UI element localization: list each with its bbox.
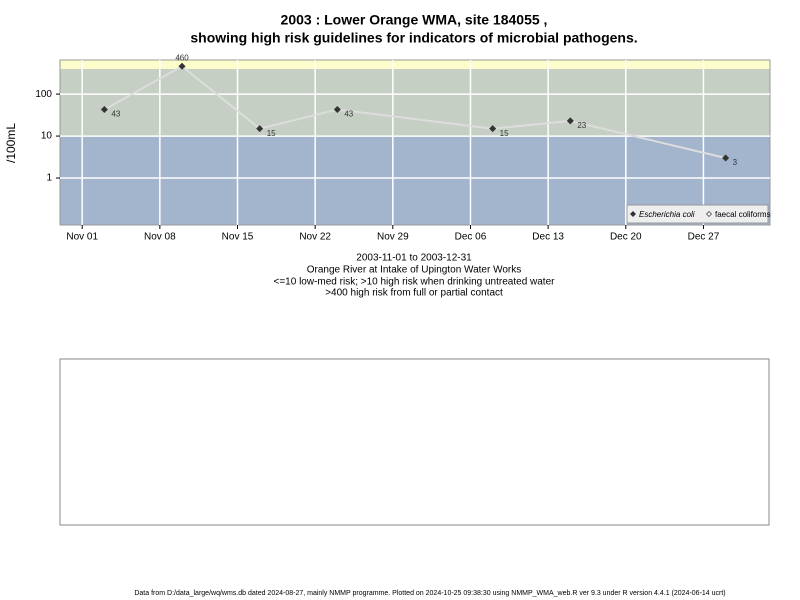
x-tick-label: Nov 29 (377, 232, 409, 243)
value-label: 15 (267, 129, 276, 138)
risk-band (60, 60, 770, 69)
subtitle: Orange River at Intake of Upington Water… (307, 265, 522, 276)
value-label: 43 (111, 110, 120, 119)
data-point (722, 154, 730, 162)
data-point (333, 105, 341, 113)
value-label: 15 (500, 129, 509, 138)
x-tick-label: Nov 01 (66, 232, 98, 243)
x-tick-label: Dec 20 (610, 232, 642, 243)
chart-title: showing high risk guidelines for indicat… (190, 30, 637, 46)
y-tick-label: 10 (41, 131, 53, 142)
plot-frame (59, 59, 771, 226)
legend-label: Escherichia coli (639, 210, 695, 219)
legend-marker (630, 211, 636, 217)
subtitle: 2003-11-01 to 2003-12-31 (356, 253, 472, 264)
legend-label: faecal coliforms (715, 210, 771, 219)
data-point (256, 125, 264, 133)
data-point (178, 62, 186, 70)
data-point (489, 125, 497, 133)
x-tick-label: Nov 15 (222, 232, 254, 243)
value-label: 43 (344, 110, 353, 119)
legend-box (626, 204, 769, 224)
subtitle: >400 high risk from full or partial cont… (325, 288, 503, 299)
footer: Data from D:/data_large/wq/wms.db dated … (134, 590, 725, 597)
y-axis-label: /100mL (4, 123, 18, 163)
data-point (100, 105, 108, 113)
value-label: 23 (577, 121, 586, 130)
x-tick-label: Nov 22 (299, 232, 331, 243)
data-point (566, 117, 574, 125)
x-tick-label: Dec 06 (455, 232, 487, 243)
subtitle: <=10 low-med risk; >10 high risk when dr… (274, 277, 556, 288)
y-tick-label: 100 (35, 89, 52, 100)
value-label: 460 (175, 53, 189, 62)
legend-marker (706, 211, 712, 217)
y-tick-label: 1 (46, 173, 52, 184)
risk-band (60, 68, 770, 137)
chart-title: 2003 : Lower Orange WMA, site 184055 , (281, 12, 548, 28)
x-tick-label: Nov 08 (144, 232, 176, 243)
value-label: 3 (733, 158, 738, 167)
x-tick-label: Dec 27 (688, 232, 720, 243)
x-tick-label: Dec 13 (532, 232, 564, 243)
empty-panel (59, 358, 770, 526)
